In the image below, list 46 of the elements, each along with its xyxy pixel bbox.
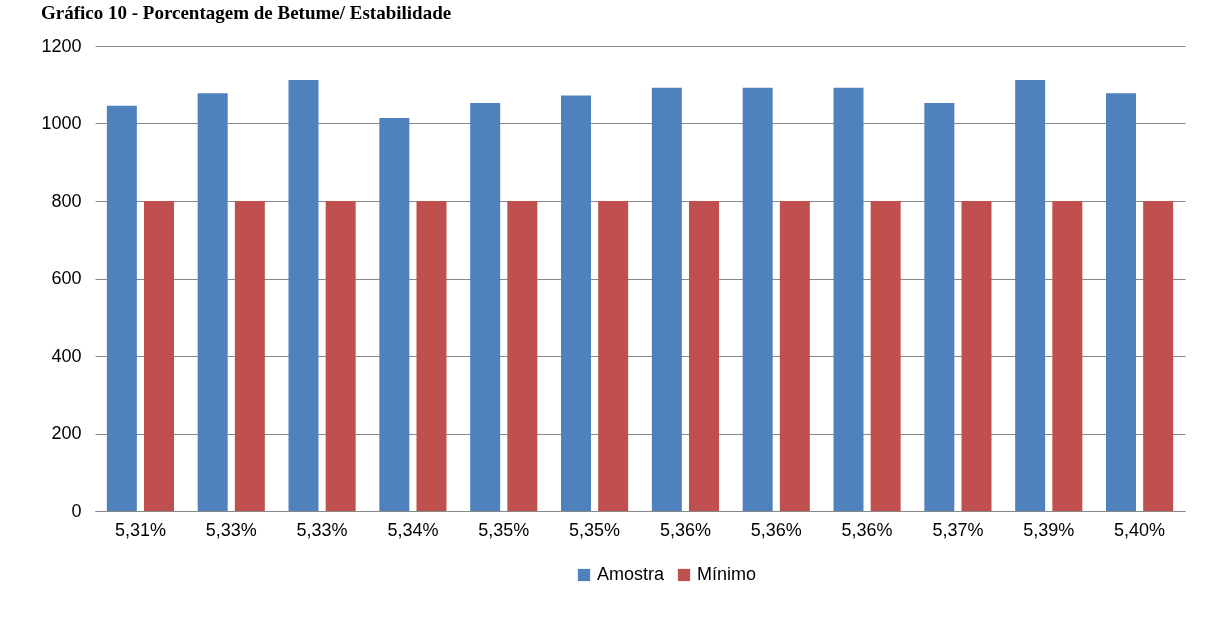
- x-tick-label: 5,36%: [750, 519, 802, 540]
- bar: [870, 201, 901, 511]
- x-tick-label: 5,35%: [478, 519, 530, 540]
- bar: [325, 201, 356, 511]
- bar: [288, 80, 319, 511]
- bar: [833, 87, 864, 511]
- bar: [1106, 93, 1136, 511]
- y-tick-label: 800: [51, 190, 82, 211]
- bar: [234, 201, 265, 511]
- x-tick-label: 5,39%: [1023, 519, 1075, 540]
- x-tick-label: 5,35%: [569, 519, 621, 540]
- legend-label: Amostra: [597, 564, 666, 584]
- bar: [1143, 201, 1174, 511]
- x-tick-label: 5,33%: [205, 519, 257, 540]
- bar: [1052, 201, 1083, 511]
- bar: [779, 201, 810, 511]
- x-tick-label: 5,33%: [296, 519, 348, 540]
- x-tick-label: 5,36%: [659, 519, 711, 540]
- x-tick-label: 5,31%: [114, 519, 166, 540]
- x-tick-label: 5,37%: [932, 519, 984, 540]
- bar: [561, 95, 591, 511]
- bar: [416, 201, 447, 511]
- y-tick-label: 400: [51, 345, 82, 366]
- bar: [924, 102, 955, 511]
- y-tick-label: 1000: [41, 113, 82, 133]
- bar: [742, 87, 773, 511]
- chart-title: Gráfico 10 - Porcentagem de Betume/ Estabilidade: [40, 2, 452, 23]
- bar: [144, 201, 174, 511]
- bar: [379, 118, 410, 511]
- bar: [689, 201, 719, 511]
- bar: [651, 87, 682, 511]
- y-tick-label: 0: [71, 500, 82, 521]
- y-tick-label: 1200: [41, 35, 82, 56]
- x-tick-label: 5,34%: [387, 519, 439, 540]
- bar: [961, 201, 992, 511]
- bar: [1015, 80, 1046, 511]
- bar: [598, 201, 629, 511]
- y-tick-label: 600: [51, 268, 82, 288]
- bar: [197, 93, 228, 511]
- x-tick-label: 5,36%: [841, 519, 893, 540]
- bar: [470, 102, 501, 511]
- legend-label: Mínimo: [697, 564, 757, 584]
- bar: [106, 105, 137, 511]
- y-tick-label: 200: [51, 423, 82, 443]
- bar: [507, 201, 538, 511]
- x-tick-label: 5,40%: [1114, 519, 1166, 540]
